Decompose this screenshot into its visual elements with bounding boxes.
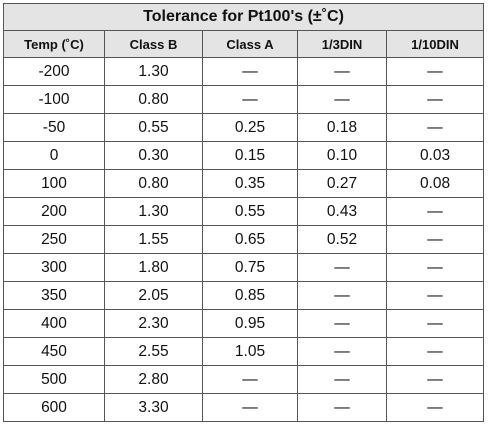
table-cell: 1.55 <box>104 225 203 254</box>
table-cell: — <box>385 85 485 114</box>
table-row: 0 0.30 0.15 0.10 0.03 <box>3 141 485 170</box>
table-cell: 200 <box>3 197 105 226</box>
table-cell: 0 <box>3 141 105 170</box>
table-cell: 0.15 <box>202 141 298 170</box>
table-cell: 250 <box>3 225 105 254</box>
table-row: -50 0.55 0.25 0.18— <box>3 113 485 142</box>
table-cell: 0.75 <box>202 253 298 282</box>
table-cell: — <box>385 365 485 394</box>
table-row: 450 2.55 1.05— — <box>3 337 485 366</box>
table-row: 600 3.30— — — <box>3 393 485 422</box>
table-cell: — <box>385 197 485 226</box>
header-cell: Class A <box>202 30 298 58</box>
page: Tolerance for Pt100's (±˚C) Temp (˚C) Cla… <box>0 3 488 440</box>
table-cell: 300 <box>3 253 105 282</box>
table-cell: 2.80 <box>104 365 203 394</box>
table-cell: 2.05 <box>104 281 203 310</box>
table-cell: 100 <box>3 169 105 198</box>
table-row: 200 1.30 0.55 0.43— <box>3 197 485 226</box>
table-cell: — <box>385 393 485 422</box>
table-cell: 0.27 <box>297 169 387 198</box>
table-cell: 0.08 <box>385 169 485 198</box>
table-cell: — <box>297 337 387 366</box>
table-cell: — <box>385 309 485 338</box>
table-cell: 3.30 <box>104 393 203 422</box>
table-cell: — <box>297 85 387 114</box>
header-cell: 1/10DIN <box>385 30 485 58</box>
header-cell: Temp (˚C) <box>3 30 105 58</box>
table-cell: 0.52 <box>297 225 387 254</box>
table-cell: — <box>297 57 387 86</box>
table-cell: 1.30 <box>104 197 203 226</box>
table-cell: -200 <box>3 57 105 86</box>
table-cell: 0.43 <box>297 197 387 226</box>
table-cell: — <box>385 253 485 282</box>
table-cell: — <box>385 113 485 142</box>
table-cell: 0.80 <box>104 169 203 198</box>
header-cell: 1/3DIN <box>297 30 387 58</box>
table-body: -200 1.30— — — -100 0.80— — — -50 0.55 0.25 0.18—0 0… <box>3 57 485 422</box>
table-cell: 0.55 <box>104 113 203 142</box>
table-cell: — <box>297 365 387 394</box>
table-cell: — <box>297 393 387 422</box>
table-cell: 0.80 <box>104 85 203 114</box>
table-cell: — <box>385 337 485 366</box>
table-cell: 0.03 <box>385 141 485 170</box>
table-cell: 400 <box>3 309 105 338</box>
table-cell: — <box>202 365 298 394</box>
table-cell: 0.35 <box>202 169 298 198</box>
table-cell: — <box>385 281 485 310</box>
table-cell: — <box>202 57 298 86</box>
table-cell: 500 <box>3 365 105 394</box>
table-cell: — <box>202 85 298 114</box>
table-cell: 0.85 <box>202 281 298 310</box>
table-cell: — <box>297 281 387 310</box>
tolerance-table: Tolerance for Pt100's (±˚C) Temp (˚C) Cla… <box>2 3 485 422</box>
header-cell: Class B <box>104 30 203 58</box>
table-cell: -50 <box>3 113 105 142</box>
table-cell: 0.10 <box>297 141 387 170</box>
table-row: 300 1.80 0.75— — <box>3 253 485 282</box>
table-cell: 0.65 <box>202 225 298 254</box>
table-cell: 600 <box>3 393 105 422</box>
table-cell: 1.80 <box>104 253 203 282</box>
title-row: Tolerance for Pt100's (±˚C) <box>2 3 485 31</box>
header-row: Temp (˚C) Class B Class A 1/3DIN 1/10DIN <box>3 30 485 58</box>
table-cell: 2.30 <box>104 309 203 338</box>
table-cell: 0.18 <box>297 113 387 142</box>
table-cell: — <box>385 57 485 86</box>
table-cell: -100 <box>3 85 105 114</box>
table-row: 400 2.30 0.95— — <box>3 309 485 338</box>
table-cell: 1.05 <box>202 337 298 366</box>
table-cell: 0.95 <box>202 309 298 338</box>
table-row: 250 1.55 0.65 0.52— <box>3 225 485 254</box>
table-cell: — <box>202 393 298 422</box>
table-cell: — <box>297 309 387 338</box>
table-row: 100 0.80 0.35 0.27 0.08 <box>3 169 485 198</box>
table-cell: 0.25 <box>202 113 298 142</box>
table-cell: — <box>385 225 485 254</box>
table-row: -200 1.30— — — <box>3 57 485 86</box>
table-cell: 0.55 <box>202 197 298 226</box>
table-cell: 450 <box>3 337 105 366</box>
table-title: Tolerance for Pt100's (±˚C) <box>2 3 485 31</box>
table-cell: — <box>297 253 387 282</box>
table-cell: 350 <box>3 281 105 310</box>
table-cell: 2.55 <box>104 337 203 366</box>
table-cell: 1.30 <box>104 57 203 86</box>
table-cell: 0.30 <box>104 141 203 170</box>
table-row: 350 2.05 0.85— — <box>3 281 485 310</box>
table-row: -100 0.80— — — <box>3 85 485 114</box>
table-row: 500 2.80— — — <box>3 365 485 394</box>
